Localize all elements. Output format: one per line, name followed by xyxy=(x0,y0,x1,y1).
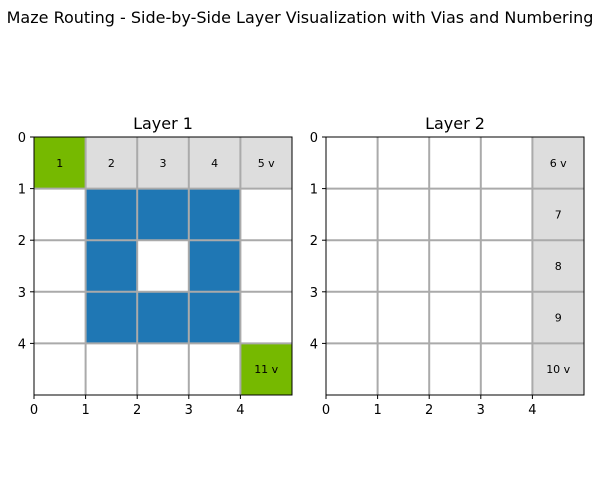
layer-2-ytick-label: 1 xyxy=(310,183,318,198)
layer-1-xtick-label: 0 xyxy=(30,403,38,418)
layer-2-cell-route xyxy=(532,240,584,292)
layer-2-xtick-label: 0 xyxy=(322,403,330,418)
layer-1-cell-label: 11 v xyxy=(254,363,278,376)
layer-1-ytick-label: 0 xyxy=(18,131,26,146)
layer-1-xtick-label: 1 xyxy=(81,403,89,418)
layer-2-ytick-label: 0 xyxy=(310,131,318,146)
layer-1-ytick-label: 4 xyxy=(18,337,26,352)
layer-1-xtick-label: 2 xyxy=(133,403,141,418)
layer-1-cell-route xyxy=(240,137,292,189)
layer-1-ytick-label: 2 xyxy=(18,234,26,249)
layer-2-cell-route xyxy=(532,291,584,344)
layer-2-xtick-label: 1 xyxy=(373,403,381,418)
layer-1-cell-label: 2 xyxy=(108,157,115,170)
layer-1-cell-route xyxy=(85,137,138,189)
layer-2-xtick-label: 2 xyxy=(425,403,433,418)
layer-1-cell-wall xyxy=(137,188,189,241)
layer-2-ytick-label: 3 xyxy=(310,286,318,301)
layer-1-cell-wall xyxy=(188,291,241,344)
layer-1-title: Layer 1 xyxy=(133,114,193,133)
layer-1-cell-wall xyxy=(188,188,241,241)
layer-1-cell-endpoint xyxy=(240,343,292,395)
layer-1-cell-label: 1 xyxy=(56,157,63,170)
layer-2-frame xyxy=(325,136,585,396)
figure-title: Maze Routing - Side-by-Side Layer Visual… xyxy=(6,8,594,27)
layer-1-xtick-label: 4 xyxy=(236,403,244,418)
layer-1-cell-wall xyxy=(188,240,241,292)
layer-2-xtick-label: 4 xyxy=(528,403,536,418)
layer-2-title: Layer 2 xyxy=(425,114,485,133)
layer-1-cell-wall xyxy=(85,188,138,241)
layer-1-cell-route xyxy=(188,137,241,189)
layer-2-cell-label: 6 v xyxy=(550,157,567,170)
layer-2-cell-route xyxy=(532,137,584,189)
layer-1-cell-wall xyxy=(85,240,138,292)
layer-2-cell-label: 8 xyxy=(555,260,562,273)
layer-1-cell-route xyxy=(137,137,189,189)
layer-1-xtick-label: 3 xyxy=(185,403,193,418)
layer-1-cell-label: 3 xyxy=(160,157,167,170)
layer-1-ytick-label: 1 xyxy=(18,183,26,198)
layer-2-cell-route xyxy=(532,188,584,241)
layer-2-cell-label: 9 xyxy=(555,312,562,325)
layer-1-cell-endpoint xyxy=(34,137,86,189)
layer-2-ytick-label: 2 xyxy=(310,234,318,249)
layer-1-cell-label: 5 v xyxy=(258,157,275,170)
layer-1-cell-wall xyxy=(85,291,138,344)
layer-2-ytick-label: 4 xyxy=(310,337,318,352)
layer-2-cell-label: 7 xyxy=(555,208,562,221)
layer-1-cell-label: 4 xyxy=(211,157,218,170)
layer-1-frame xyxy=(33,136,293,396)
layer-1-ytick-label: 3 xyxy=(18,286,26,301)
layer-2-xtick-label: 3 xyxy=(477,403,485,418)
layer-1-cell-wall xyxy=(137,291,189,344)
layer-2-cell-route xyxy=(532,343,584,395)
layer-2-cell-label: 10 v xyxy=(546,363,570,376)
